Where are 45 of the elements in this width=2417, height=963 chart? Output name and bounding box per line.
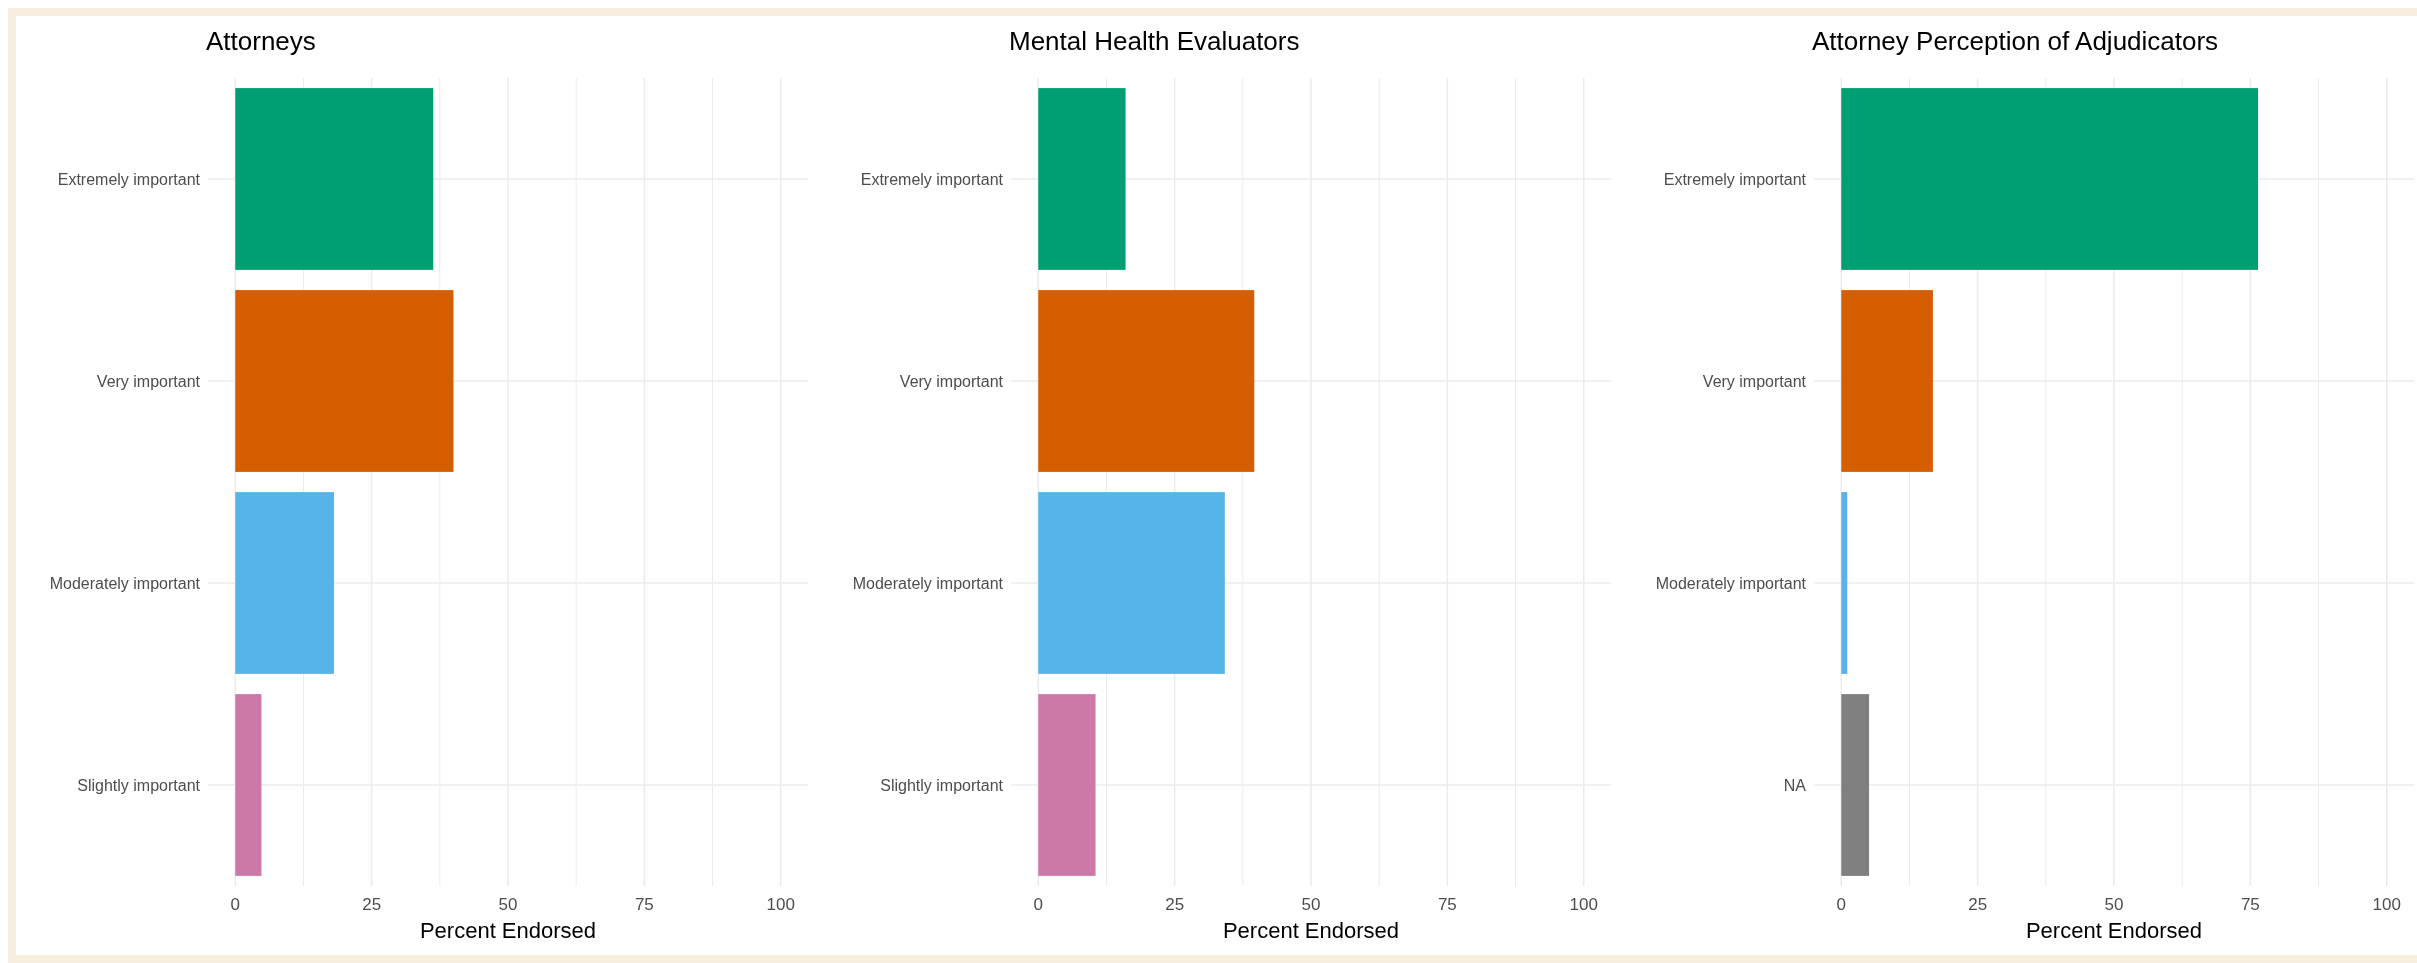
bar bbox=[1038, 694, 1096, 876]
y-tick-label: Extremely important bbox=[57, 170, 201, 188]
y-tick-label: Extremely important bbox=[860, 170, 1004, 188]
x-tick-label: 100 bbox=[2372, 895, 2401, 914]
bar bbox=[235, 694, 262, 876]
x-tick-label: 25 bbox=[362, 895, 382, 914]
x-tick-label: 0 bbox=[230, 895, 241, 914]
bar bbox=[1038, 492, 1225, 674]
y-tick-label: Very important bbox=[899, 372, 1004, 390]
x-axis-title: Percent Endorsed bbox=[2025, 918, 2203, 943]
bar bbox=[1841, 492, 1848, 674]
x-tick-label: 50 bbox=[498, 895, 518, 914]
chart-title: Attorney Perception of Adjudicators bbox=[1812, 26, 2219, 56]
chart-title: Attorneys bbox=[206, 26, 316, 56]
y-tick-label: Extremely important bbox=[1663, 170, 1807, 188]
x-axis-title: Percent Endorsed bbox=[419, 918, 597, 943]
x-tick-label: 100 bbox=[1569, 895, 1598, 914]
chart-title: Mental Health Evaluators bbox=[1009, 26, 1300, 56]
bar bbox=[235, 88, 434, 270]
y-tick-label: Moderately important bbox=[852, 574, 1004, 592]
x-tick-label: 75 bbox=[2240, 895, 2260, 914]
y-tick-label: Slightly important bbox=[77, 776, 201, 794]
y-tick-label: Very important bbox=[96, 372, 201, 390]
y-tick-label: Moderately important bbox=[49, 574, 201, 592]
x-tick-label: 25 bbox=[1165, 895, 1185, 914]
bar bbox=[1841, 88, 2258, 270]
x-tick-label: 25 bbox=[1968, 895, 1988, 914]
y-tick-label: Very important bbox=[1702, 372, 1807, 390]
x-tick-label: 0 bbox=[1836, 895, 1847, 914]
bar bbox=[235, 290, 454, 472]
x-axis-title: Percent Endorsed bbox=[1222, 918, 1400, 943]
x-tick-label: 0 bbox=[1033, 895, 1044, 914]
x-tick-label: 100 bbox=[766, 895, 795, 914]
x-tick-label: 75 bbox=[1437, 895, 1457, 914]
y-tick-label: Slightly important bbox=[880, 776, 1004, 794]
bar bbox=[1841, 290, 1933, 472]
bar bbox=[1841, 694, 1870, 876]
y-tick-label: NA bbox=[1783, 776, 1807, 794]
x-tick-label: 50 bbox=[1301, 895, 1321, 914]
y-tick-label: Moderately important bbox=[1655, 574, 1807, 592]
bar bbox=[1038, 88, 1126, 270]
bar bbox=[1038, 290, 1255, 472]
x-tick-label: 75 bbox=[634, 895, 654, 914]
bar bbox=[235, 492, 334, 674]
x-tick-label: 50 bbox=[2104, 895, 2124, 914]
